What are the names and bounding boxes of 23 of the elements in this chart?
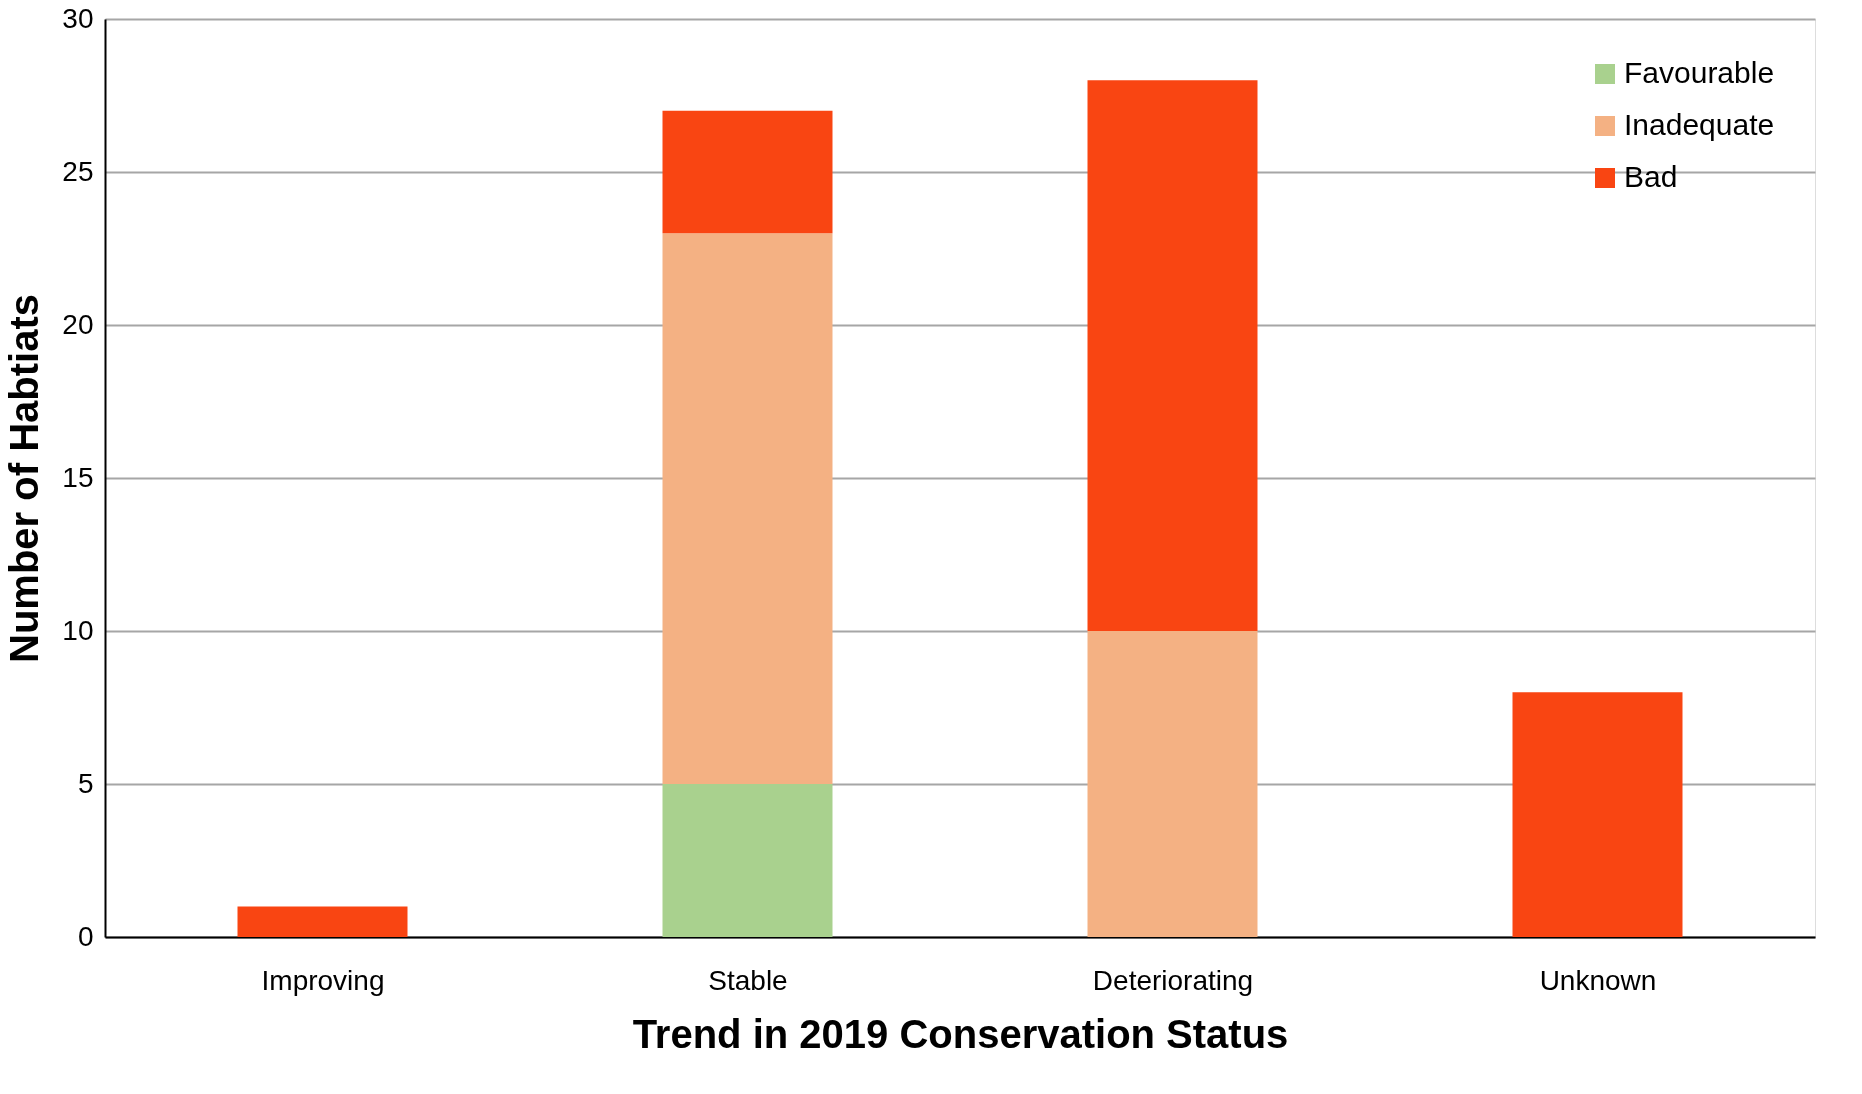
y-tick-label: 15 bbox=[62, 461, 94, 493]
y-tick-label: 0 bbox=[77, 920, 94, 952]
y-tick-label: 10 bbox=[62, 614, 94, 646]
legend-label: Bad bbox=[1624, 160, 1678, 193]
y-axis-title: Number of Habtiats bbox=[2, 294, 47, 663]
y-tick-label: 30 bbox=[62, 2, 94, 34]
bar bbox=[237, 906, 408, 937]
x-tick-label: Stable bbox=[708, 964, 788, 996]
x-tick-label: Deteriorating bbox=[1092, 964, 1254, 996]
bar bbox=[1512, 692, 1683, 937]
x-tick-label: Unknown bbox=[1539, 964, 1657, 996]
y-tick-label: 25 bbox=[62, 155, 94, 187]
x-axis-title: Trend in 2019 Conservation Status bbox=[632, 1011, 1289, 1056]
bar bbox=[662, 784, 833, 937]
y-tick-label: 20 bbox=[62, 308, 94, 340]
legend-label: Inadequate bbox=[1624, 108, 1775, 141]
x-tick-label: Improving bbox=[261, 964, 385, 996]
bar bbox=[662, 110, 833, 234]
bar bbox=[662, 233, 833, 784]
legend-label: Favourable bbox=[1624, 56, 1775, 89]
y-tick-label: 5 bbox=[77, 767, 94, 799]
bar bbox=[1087, 631, 1258, 937]
bar bbox=[1087, 80, 1258, 631]
